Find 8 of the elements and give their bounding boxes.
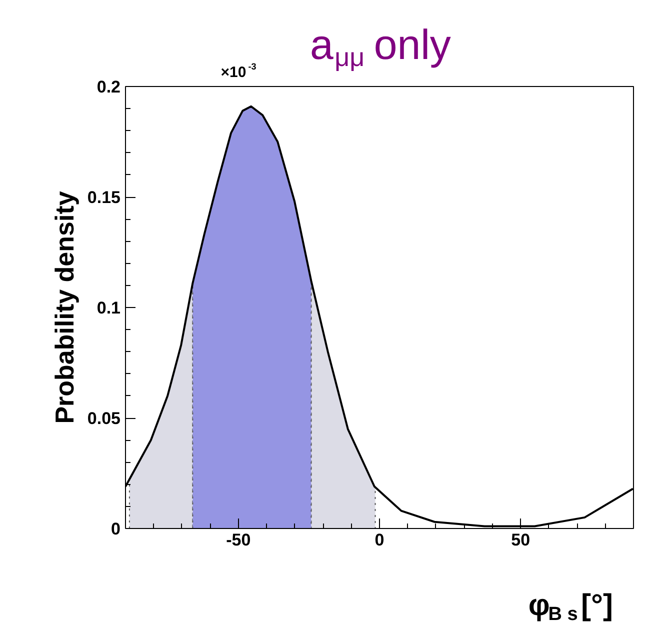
y-tick-label: 0.15: [87, 188, 121, 207]
x-tick-label: 0: [374, 530, 384, 550]
y-axis-title: Probability density: [49, 190, 80, 424]
y-tick-label: 0.2: [96, 78, 121, 96]
y-tick-label: 0.1: [96, 298, 121, 318]
x-tick-label: -50: [226, 530, 251, 550]
x-tick-label: 50: [511, 530, 530, 550]
y-tick-label: 0.05: [87, 409, 121, 428]
